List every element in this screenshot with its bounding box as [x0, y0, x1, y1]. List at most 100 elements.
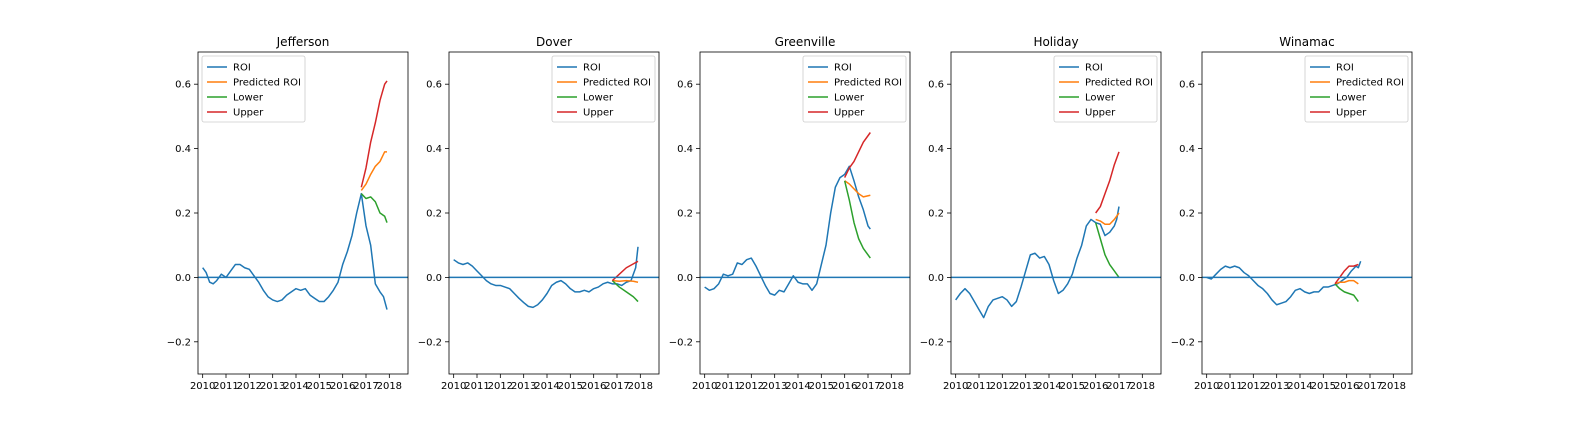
y-tick-label: 0.0 — [677, 273, 693, 284]
legend-label: Predicted ROI — [233, 78, 301, 89]
y-tick-label: 0.4 — [677, 144, 693, 155]
legend-label: ROI — [583, 63, 601, 74]
chart-panel-dover: Dover 20102011201220132014201520162017201… — [418, 35, 660, 392]
x-tick-label: 2012 — [1241, 381, 1266, 392]
x-tick-label: 2010 — [190, 381, 215, 392]
y-tick-label: 0.4 — [1179, 144, 1195, 155]
x-tick-label: 2011 — [464, 381, 489, 392]
x-tick-label: 2011 — [966, 381, 991, 392]
x-tick-label: 2013 — [762, 381, 787, 392]
y-tick-label: −0.2 — [669, 337, 693, 348]
x-tick-label: 2016 — [581, 381, 606, 392]
y-tick-label: 0.0 — [175, 273, 191, 284]
x-tick-label: 2017 — [1106, 381, 1131, 392]
x-tick-label: 2018 — [1130, 381, 1155, 392]
series-line-roi — [955, 206, 1120, 319]
series-line-roi — [202, 192, 388, 310]
x-tick-label: 2013 — [511, 381, 536, 392]
series-line-upper — [1334, 263, 1359, 285]
x-tick-label: 2010 — [692, 381, 717, 392]
plot-frame — [699, 51, 911, 375]
x-tick-label: 2014 — [283, 381, 308, 392]
series-line-predicted-roi — [1095, 212, 1120, 226]
legend-label: Predicted ROI — [1336, 78, 1404, 89]
legend-label: ROI — [233, 63, 251, 74]
x-tick-label: 2013 — [260, 381, 285, 392]
series-line-upper — [360, 80, 388, 188]
series-line-lower — [843, 180, 871, 259]
series-line-predicted-roi — [612, 279, 639, 283]
x-tick-label: 2010 — [441, 381, 466, 392]
y-tick-label: −0.2 — [418, 337, 442, 348]
x-tick-label: 2015 — [809, 381, 834, 392]
legend: ROI Predicted ROI Lower Upper — [1304, 55, 1409, 123]
x-tick-label: 2012 — [488, 381, 513, 392]
legend: ROI Predicted ROI Lower Upper — [802, 55, 907, 123]
series-line-lower — [611, 280, 639, 303]
series-line-lower — [1334, 283, 1359, 302]
x-tick-label: 2018 — [377, 381, 402, 392]
x-tick-label: 2012 — [739, 381, 764, 392]
plot-frame — [950, 51, 1162, 375]
x-tick-label: 2015 — [307, 381, 332, 392]
legend: ROI Predicted ROI Lower Upper — [551, 55, 656, 123]
legend-label: Upper — [583, 108, 614, 119]
series-line-upper — [611, 260, 639, 282]
plot-frame — [448, 51, 660, 375]
series-line-roi — [453, 246, 639, 309]
legend-label: Upper — [1336, 108, 1367, 119]
series-line-upper — [843, 132, 871, 178]
plot-frame — [197, 51, 409, 375]
x-tick-label: 2011 — [1217, 381, 1242, 392]
legend: ROI Predicted ROI Lower Upper — [1053, 55, 1158, 123]
legend-label: ROI — [1336, 63, 1354, 74]
y-tick-label: 0.0 — [426, 273, 442, 284]
y-tick-label: 0.0 — [1179, 273, 1195, 284]
y-tick-label: 0.0 — [928, 273, 944, 284]
legend-label: Upper — [1085, 108, 1116, 119]
y-tick-label: 0.6 — [175, 80, 191, 91]
series-line-roi — [704, 165, 871, 296]
x-tick-label: 2011 — [715, 381, 740, 392]
chart-panel-greenville: Greenville201020112012201320142015201620… — [669, 35, 911, 392]
legend-label: Predicted ROI — [1085, 78, 1153, 89]
chart-title: Holiday — [1033, 35, 1078, 49]
y-tick-label: 0.6 — [426, 80, 442, 91]
series-line-predicted-roi — [1334, 279, 1359, 285]
x-tick-label: 2015 — [1311, 381, 1336, 392]
x-tick-label: 2017 — [1357, 381, 1382, 392]
y-tick-label: −0.2 — [1171, 337, 1195, 348]
x-tick-label: 2014 — [785, 381, 810, 392]
y-tick-label: 0.6 — [1179, 80, 1195, 91]
x-tick-label: 2017 — [855, 381, 880, 392]
y-tick-label: 0.2 — [426, 209, 442, 220]
x-tick-label: 2010 — [943, 381, 968, 392]
legend-box — [201, 55, 306, 123]
x-tick-label: 2014 — [534, 381, 559, 392]
y-tick-label: −0.2 — [920, 337, 944, 348]
legend-label: Predicted ROI — [583, 78, 651, 89]
legend-box — [1304, 55, 1409, 123]
x-tick-label: 2011 — [213, 381, 238, 392]
series-line-predicted-roi — [844, 180, 871, 198]
x-tick-label: 2016 — [1083, 381, 1108, 392]
x-tick-label: 2014 — [1036, 381, 1061, 392]
chart-panel-holiday: Holiday 201020112012201320142015201620172… — [920, 35, 1162, 392]
x-tick-label: 2017 — [604, 381, 629, 392]
x-tick-label: 2013 — [1013, 381, 1038, 392]
legend-label: Lower — [233, 93, 264, 104]
plot-frame — [1201, 51, 1413, 375]
y-tick-label: 0.6 — [677, 80, 693, 91]
legend-label: Upper — [233, 108, 264, 119]
legend-label: Lower — [1336, 93, 1367, 104]
legend-label: Lower — [583, 93, 614, 104]
x-tick-label: 2014 — [1287, 381, 1312, 392]
y-tick-label: 0.2 — [175, 209, 191, 220]
legend-box — [802, 55, 907, 123]
series-line-upper — [1095, 151, 1120, 214]
y-tick-label: 0.4 — [175, 144, 191, 155]
x-tick-label: 2015 — [558, 381, 583, 392]
x-tick-label: 2016 — [832, 381, 857, 392]
chart-panel-jefferson: Jefferson2010201120122013201420152016201… — [167, 35, 409, 392]
